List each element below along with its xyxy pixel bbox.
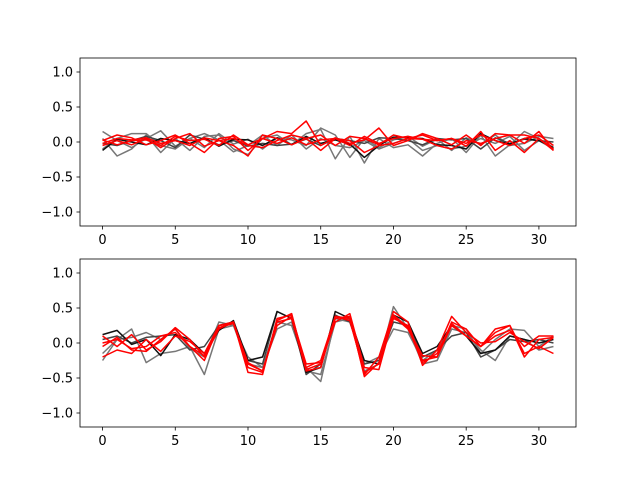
x-tick-label: 30 bbox=[531, 233, 548, 248]
x-tick-label: 30 bbox=[531, 434, 548, 449]
y-tick-label: −1.0 bbox=[41, 407, 73, 422]
y-tick-label: −1.0 bbox=[41, 206, 73, 221]
series-line-7 bbox=[102, 312, 554, 372]
bottom-subplot: 0 5 10 15 20 25 30 1.0 0.5 0.0 −0.5 −1.0 bbox=[41, 258, 577, 449]
x-tick-label: 0 bbox=[98, 233, 106, 248]
x-tick-label: 10 bbox=[240, 434, 257, 449]
x-tick-label: 20 bbox=[385, 233, 402, 248]
y-tick-label: 0.5 bbox=[52, 302, 73, 317]
top-subplot: 0 5 10 15 20 25 30 1.0 0.5 0.0 −0.5 −1.0 bbox=[41, 57, 577, 248]
y-tick-label: −0.5 bbox=[41, 372, 73, 387]
x-tick-label: 10 bbox=[240, 233, 257, 248]
x-tick-label: 25 bbox=[458, 233, 475, 248]
x-tick-label: 15 bbox=[312, 434, 329, 449]
y-tick-label: 0.5 bbox=[52, 101, 73, 116]
series-line-8 bbox=[102, 134, 554, 151]
series-line-4 bbox=[102, 310, 554, 376]
y-tick-label: −0.5 bbox=[41, 171, 73, 186]
series-line-6 bbox=[102, 312, 554, 378]
x-tick-label: 25 bbox=[458, 434, 475, 449]
x-tick-label: 20 bbox=[385, 434, 402, 449]
series-line-1 bbox=[101, 128, 554, 164]
series-line-1 bbox=[102, 317, 554, 383]
x-tick-label: 5 bbox=[171, 434, 179, 449]
series-line-7 bbox=[102, 134, 554, 147]
x-tick-label: 15 bbox=[312, 233, 329, 248]
y-tick-label: 0.0 bbox=[52, 136, 73, 151]
y-tick-label: 0.0 bbox=[52, 337, 73, 352]
x-tick-label: 0 bbox=[98, 434, 106, 449]
x-tick-label: 5 bbox=[171, 233, 179, 248]
y-tick-label: 1.0 bbox=[52, 267, 73, 282]
y-tick-label: 1.0 bbox=[52, 66, 73, 81]
